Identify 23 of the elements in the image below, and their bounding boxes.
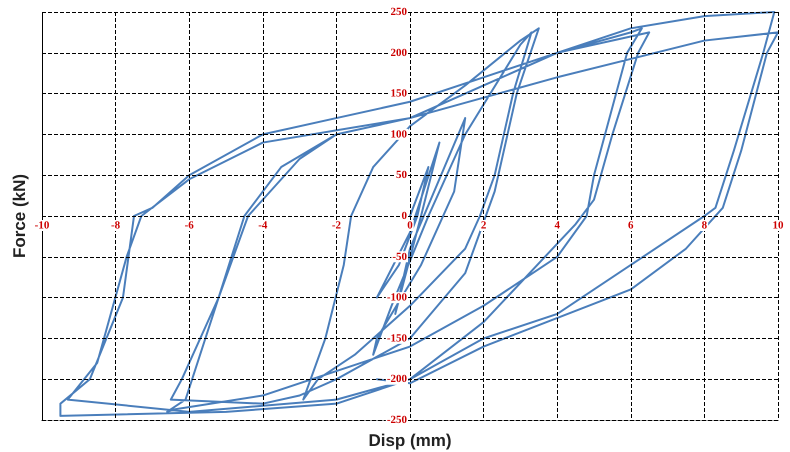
x-tick-label: 10 (772, 220, 784, 232)
x-tick-label: -4 (258, 220, 268, 232)
x-tick-label: -8 (111, 220, 121, 232)
x-axis-title: Disp (mm) (368, 431, 452, 450)
x-tick-label: 4 (554, 220, 560, 232)
y-tick-label: 250 (390, 6, 408, 18)
y-tick-label: -200 (386, 373, 408, 386)
x-tick-label: 8 (702, 220, 708, 232)
y-tick-label: 0 (402, 210, 408, 222)
y-tick-label: -100 (386, 292, 408, 304)
x-tick-label: -6 (184, 220, 194, 232)
y-tick-label: 150 (390, 88, 408, 100)
x-tick-label: -10 (34, 220, 50, 232)
y-tick-label: -50 (392, 250, 408, 263)
y-tick-label: -150 (386, 332, 408, 344)
y-tick-label: 200 (390, 46, 408, 59)
x-tick-label: 6 (628, 220, 634, 232)
y-tick-label: -250 (386, 414, 408, 426)
x-tick-label: -2 (332, 220, 342, 232)
y-tick-label: 100 (390, 128, 408, 140)
y-tick-label: 50 (396, 169, 408, 182)
x-tick-label: 2 (480, 220, 487, 232)
y-axis-title: Force (kN) (10, 174, 29, 258)
